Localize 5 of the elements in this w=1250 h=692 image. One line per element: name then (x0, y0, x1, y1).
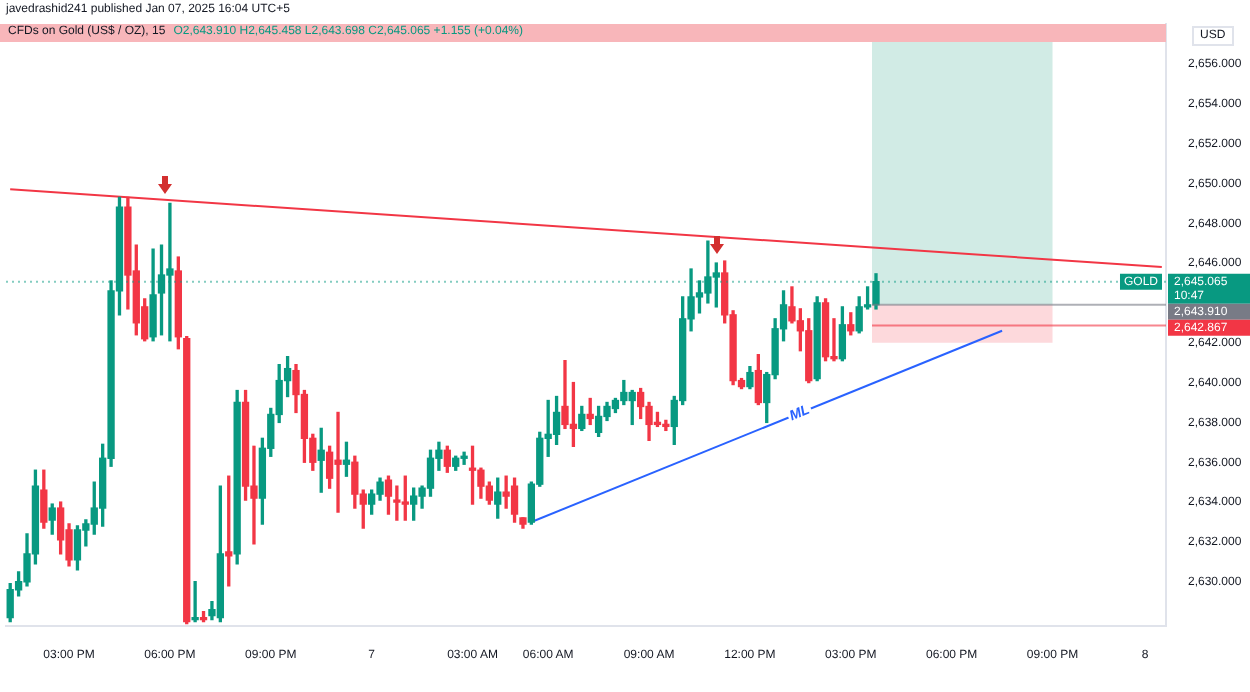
candlestick (460, 451, 468, 465)
candlestick (334, 411, 342, 513)
candlestick (502, 475, 510, 509)
candlestick (191, 581, 199, 623)
candlestick (166, 202, 174, 342)
